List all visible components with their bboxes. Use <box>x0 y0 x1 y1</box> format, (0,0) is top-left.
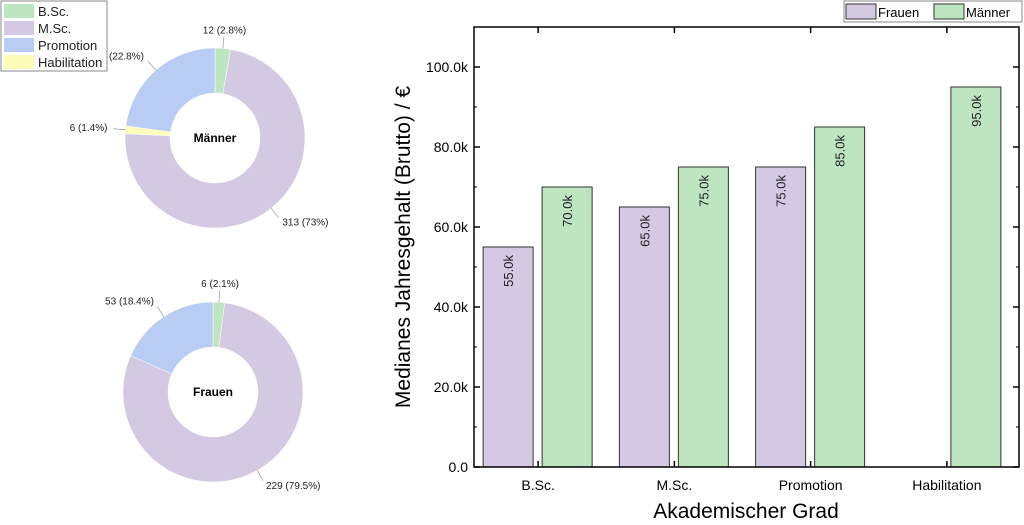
label-leader <box>256 470 264 482</box>
x-axis-title: Akademischer Grad <box>653 500 839 523</box>
bar-Männer-M.Sc. <box>677 166 729 468</box>
donut-slice-Promotion <box>130 301 214 375</box>
bar-Männer-B.Sc. <box>541 186 593 468</box>
y-tick-label: 0.0 <box>449 459 469 475</box>
y-tick-label: 60.0k <box>434 219 469 235</box>
donut-slice-Promotion <box>125 47 216 133</box>
x-tick-label: M.Sc. <box>656 477 692 493</box>
label-leader <box>113 128 126 131</box>
legend-swatch-B.Sc. <box>4 4 34 18</box>
bar-data-label: 65.0k <box>637 215 652 247</box>
donut-slice-M.Sc. <box>122 302 304 483</box>
label-leader <box>156 306 165 317</box>
y-tick-label: 40.0k <box>434 299 469 315</box>
bar-data-label: 85.0k <box>833 135 848 167</box>
bar-Frauen-B.Sc. <box>482 246 534 468</box>
label-leader <box>147 60 157 71</box>
y-tick-label: 100.0k <box>426 59 469 75</box>
label-leader <box>218 290 221 303</box>
slice-label: 53 (18.4%) <box>105 297 154 308</box>
bar-Frauen-M.Sc. <box>618 206 670 468</box>
plot-frame <box>473 26 1020 468</box>
y-tick-label: 20.0k <box>434 379 469 395</box>
slice-label: 6 (1.4%) <box>70 123 108 134</box>
x-tick-label: B.Sc. <box>521 477 554 493</box>
slice-label: 12 (2.8%) <box>203 25 246 36</box>
label-leader <box>270 208 279 218</box>
legend-label: Männer <box>966 5 1011 20</box>
donut-center-label: Frauen <box>193 385 233 399</box>
bar-data-label: 55.0k <box>501 255 516 287</box>
slice-label: 229 (79.5%) <box>266 481 320 492</box>
legend-label: Promotion <box>38 38 97 53</box>
y-tick-label: 80.0k <box>434 139 469 155</box>
label-leader <box>222 36 225 49</box>
bar-Frauen-Promotion <box>755 166 807 468</box>
y-axis-title: Medianes Jahresgehalt (Brutto) / € <box>392 86 415 408</box>
bar-data-label: 75.0k <box>774 175 789 207</box>
legend-label: Frauen <box>878 5 919 20</box>
donut-slice-M.Sc. <box>124 49 306 229</box>
legend-swatch-Habilitation <box>4 55 34 69</box>
x-tick-label: Promotion <box>779 477 843 493</box>
slice-label: 313 (73%) <box>282 217 328 228</box>
legend-swatch-Männer <box>933 3 965 20</box>
slice-label: 6 (2.1%) <box>201 279 239 290</box>
bar-Männer-Habilitation <box>950 86 1002 468</box>
bar-legend <box>843 0 1023 23</box>
legend-label: B.Sc. <box>38 4 69 19</box>
slice-label: 98 (22.8%) <box>95 52 144 63</box>
legend-swatch-Promotion <box>4 38 34 52</box>
legend-label: M.Sc. <box>38 21 71 36</box>
bar-Männer-Promotion <box>814 126 866 468</box>
bar-data-label: 95.0k <box>969 95 984 127</box>
bar-data-label: 70.0k <box>560 195 575 227</box>
legend-swatch-Frauen <box>845 3 877 20</box>
legend-swatch-M.Sc. <box>4 21 34 35</box>
donut-center-label: Männer <box>194 131 237 145</box>
x-tick-label: Habilitation <box>912 477 981 493</box>
bar-data-label: 75.0k <box>696 175 711 207</box>
legend-label: Habilitation <box>38 55 102 70</box>
